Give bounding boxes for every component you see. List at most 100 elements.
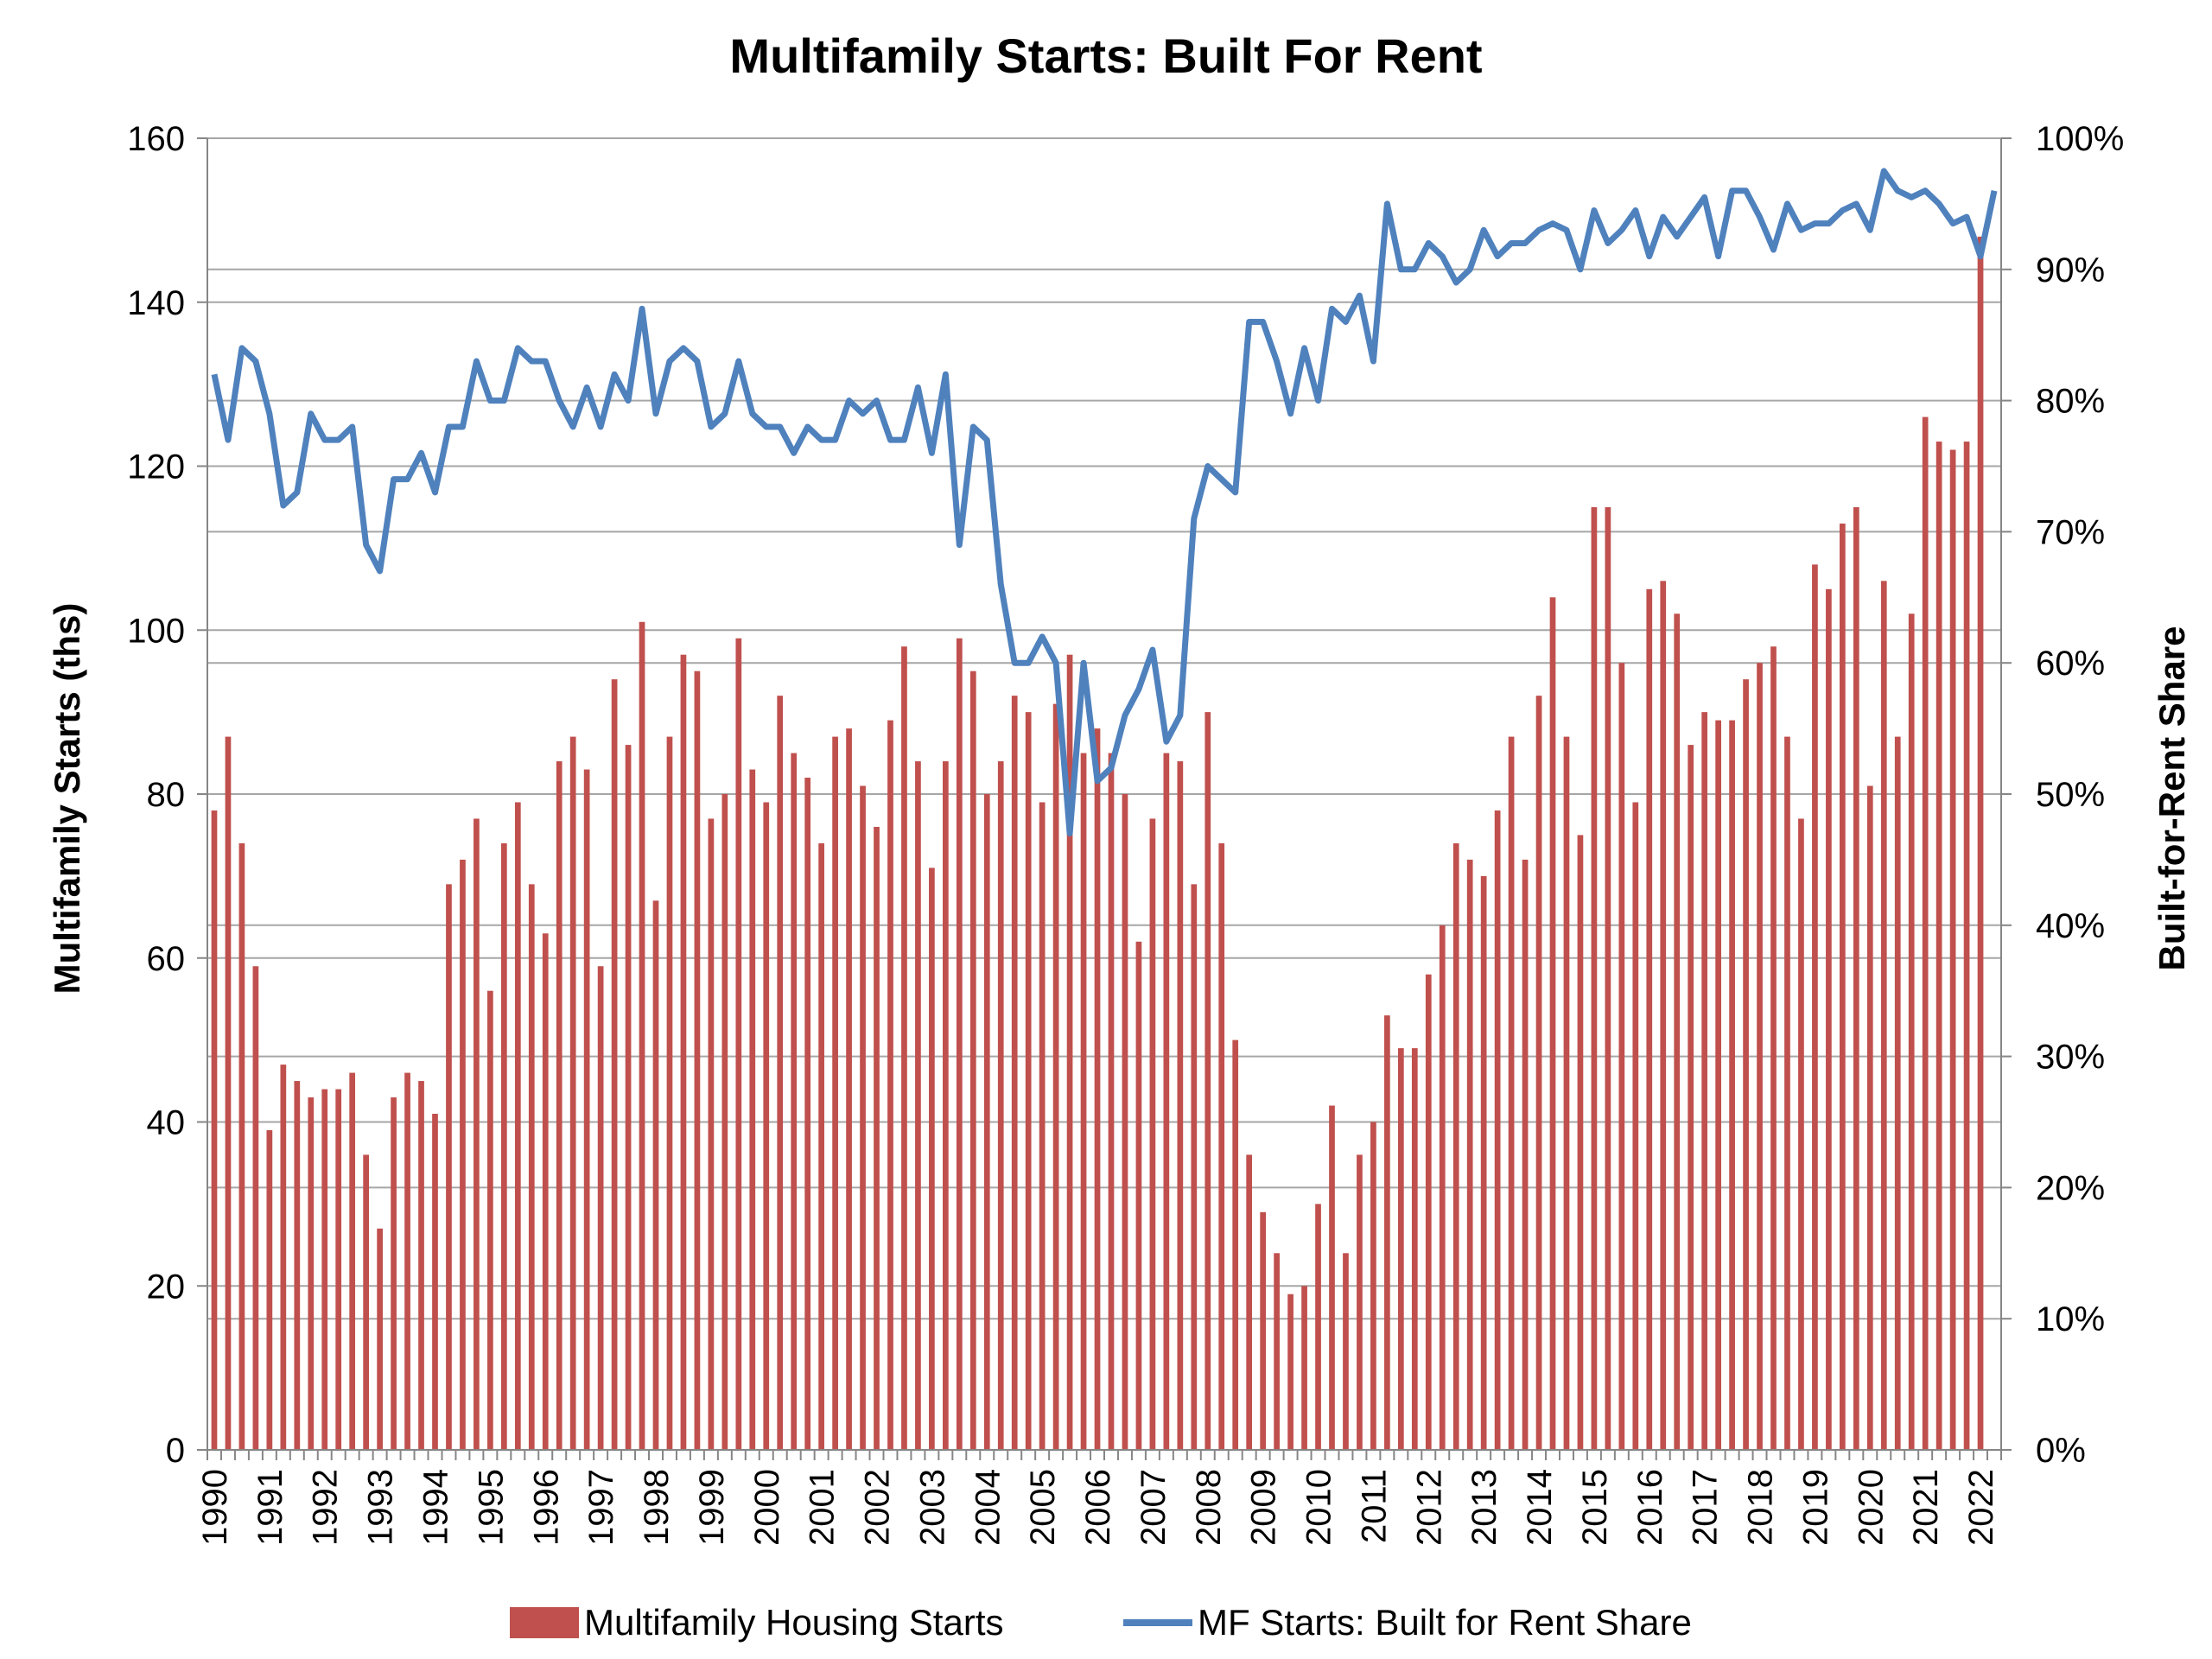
bar bbox=[1674, 613, 1681, 1450]
x-tick-label: 2014 bbox=[1521, 1469, 1559, 1546]
bar bbox=[1949, 449, 1956, 1450]
x-tick-label: 2015 bbox=[1576, 1469, 1614, 1546]
bar bbox=[611, 679, 618, 1450]
bar bbox=[474, 818, 480, 1450]
right-tick-label: 20% bbox=[2036, 1169, 2105, 1207]
x-tick-label: 2016 bbox=[1631, 1469, 1669, 1546]
bar bbox=[266, 1129, 273, 1450]
bar bbox=[1563, 736, 1570, 1450]
bar bbox=[363, 1154, 369, 1450]
bar bbox=[1963, 442, 1970, 1450]
right-tick-label: 50% bbox=[2036, 776, 2105, 814]
bar bbox=[1853, 506, 1859, 1451]
bar bbox=[556, 761, 563, 1450]
bar bbox=[1535, 696, 1542, 1450]
bar bbox=[639, 621, 645, 1450]
bar bbox=[735, 638, 742, 1450]
bar bbox=[943, 761, 949, 1450]
x-tick-label: 2008 bbox=[1190, 1469, 1228, 1546]
x-tick-label: 2011 bbox=[1355, 1469, 1393, 1543]
bar bbox=[763, 802, 770, 1450]
left-tick-label: 40 bbox=[147, 1104, 186, 1142]
bar bbox=[1052, 703, 1059, 1450]
bar bbox=[432, 1114, 438, 1450]
x-tick-label: 1998 bbox=[638, 1469, 676, 1546]
x-tick-label: 1994 bbox=[416, 1469, 454, 1546]
bar bbox=[308, 1097, 315, 1450]
bar bbox=[1632, 802, 1639, 1450]
bar bbox=[391, 1097, 397, 1450]
bar bbox=[514, 802, 521, 1450]
bar bbox=[542, 933, 549, 1450]
right-axis-ticks: 0% 10% 20% 30% 40% 50% 60% 70% 80% 90% 100% bbox=[2001, 120, 2124, 1470]
bar bbox=[1880, 581, 1887, 1450]
bar bbox=[1784, 736, 1790, 1450]
x-tick-label: 1997 bbox=[582, 1469, 620, 1546]
x-tick-label: 2001 bbox=[804, 1469, 842, 1546]
bar bbox=[1329, 1105, 1335, 1450]
bar bbox=[1094, 728, 1101, 1450]
bar bbox=[280, 1065, 287, 1450]
bar bbox=[349, 1072, 356, 1450]
x-tick-label: 1992 bbox=[307, 1469, 345, 1546]
bar bbox=[1812, 564, 1818, 1450]
bar bbox=[1866, 785, 1873, 1450]
bar bbox=[597, 966, 604, 1450]
x-tick-label: 1999 bbox=[693, 1469, 731, 1546]
x-tick-label: 2021 bbox=[1907, 1469, 1945, 1546]
bar bbox=[211, 810, 218, 1450]
bar bbox=[1122, 794, 1128, 1450]
bar bbox=[708, 818, 715, 1450]
x-tick-label: 2000 bbox=[748, 1469, 786, 1546]
share-line bbox=[211, 168, 1998, 837]
bar bbox=[1370, 1122, 1376, 1450]
bar bbox=[1163, 753, 1170, 1450]
bar bbox=[652, 900, 659, 1450]
right-tick-label: 30% bbox=[2036, 1039, 2105, 1077]
bar bbox=[1466, 859, 1473, 1450]
bar bbox=[1066, 654, 1073, 1450]
x-tick-label: 2018 bbox=[1742, 1469, 1780, 1546]
bar bbox=[625, 745, 632, 1450]
bar bbox=[1660, 581, 1667, 1450]
bar bbox=[1770, 646, 1777, 1450]
bar bbox=[1205, 712, 1211, 1451]
bar bbox=[487, 990, 493, 1450]
bar bbox=[997, 761, 1004, 1450]
bar bbox=[1191, 884, 1198, 1450]
bar-series bbox=[211, 236, 1984, 1451]
bar bbox=[846, 728, 852, 1450]
right-tick-label: 60% bbox=[2036, 645, 2105, 683]
left-axis-ticks: 0 20 40 60 80 100 120 140 160 bbox=[127, 120, 207, 1470]
bar bbox=[252, 966, 259, 1450]
bar bbox=[1384, 1015, 1390, 1450]
bar bbox=[1908, 613, 1915, 1450]
bar bbox=[860, 785, 866, 1450]
legend-label-line: MF Starts: Built for Rent Share bbox=[1198, 1602, 1692, 1643]
bar bbox=[1549, 597, 1556, 1450]
bar bbox=[238, 842, 245, 1450]
bar bbox=[1397, 1048, 1404, 1450]
left-tick-label: 80 bbox=[147, 776, 186, 814]
bar bbox=[377, 1228, 383, 1450]
bar bbox=[1135, 941, 1142, 1450]
bar bbox=[1480, 875, 1487, 1451]
left-tick-label: 160 bbox=[127, 120, 185, 158]
left-tick-label: 20 bbox=[147, 1268, 186, 1306]
bar bbox=[804, 778, 811, 1450]
bar bbox=[749, 769, 756, 1450]
bar bbox=[1439, 925, 1446, 1450]
left-tick-label: 140 bbox=[127, 284, 185, 322]
bar bbox=[1605, 506, 1611, 1451]
left-tick-label: 60 bbox=[147, 940, 186, 978]
x-tick-label: 2012 bbox=[1410, 1469, 1448, 1546]
bar bbox=[225, 736, 232, 1450]
bar bbox=[1425, 974, 1432, 1450]
line-series bbox=[211, 168, 1998, 837]
bar bbox=[1315, 1204, 1321, 1451]
bar bbox=[956, 638, 963, 1450]
bar bbox=[1108, 753, 1115, 1450]
bar bbox=[969, 671, 976, 1450]
